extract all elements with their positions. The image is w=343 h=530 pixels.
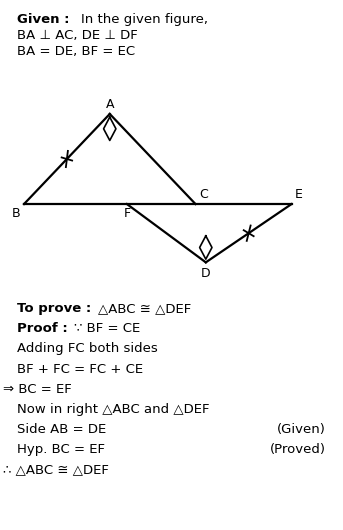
- Text: Side AB = DE: Side AB = DE: [17, 423, 106, 436]
- Text: ⇒ BC = EF: ⇒ BC = EF: [3, 383, 72, 396]
- Text: To prove :: To prove :: [17, 302, 91, 315]
- Text: ∴ △ABC ≅ △DEF: ∴ △ABC ≅ △DEF: [3, 463, 109, 476]
- Text: D: D: [201, 267, 211, 280]
- Text: Hyp. BC = EF: Hyp. BC = EF: [17, 443, 105, 456]
- Text: BA = DE, BF = EC: BA = DE, BF = EC: [17, 45, 135, 58]
- Text: In the given figure,: In the given figure,: [81, 13, 208, 26]
- Text: A: A: [106, 98, 114, 111]
- Text: E: E: [295, 188, 303, 201]
- Text: BA ⊥ AC, DE ⊥ DF: BA ⊥ AC, DE ⊥ DF: [17, 29, 138, 42]
- Text: △ABC ≅ △DEF: △ABC ≅ △DEF: [98, 302, 191, 315]
- Text: Adding FC both sides: Adding FC both sides: [17, 342, 158, 356]
- Text: Proof :: Proof :: [17, 322, 68, 335]
- Text: Given :: Given :: [17, 13, 70, 26]
- Text: BF + FC = FC + CE: BF + FC = FC + CE: [17, 363, 143, 376]
- Text: C: C: [199, 188, 208, 201]
- Text: Now in right △ABC and △DEF: Now in right △ABC and △DEF: [17, 403, 210, 416]
- Text: (Given): (Given): [277, 423, 326, 436]
- Text: ∵ BF = CE: ∵ BF = CE: [74, 322, 140, 335]
- Text: F: F: [123, 207, 130, 220]
- Text: B: B: [12, 207, 21, 220]
- Text: (Proved): (Proved): [270, 443, 326, 456]
